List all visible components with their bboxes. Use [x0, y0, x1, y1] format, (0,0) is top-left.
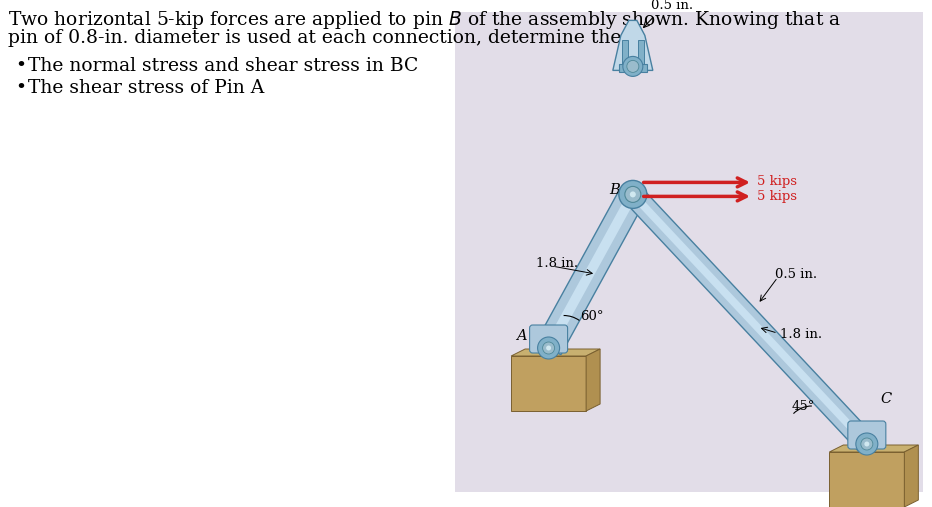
Polygon shape	[511, 349, 600, 356]
Circle shape	[542, 342, 555, 354]
Circle shape	[861, 438, 873, 450]
Circle shape	[864, 442, 870, 447]
Polygon shape	[613, 20, 652, 70]
FancyBboxPatch shape	[529, 325, 568, 353]
Text: •: •	[15, 57, 26, 75]
Circle shape	[546, 345, 551, 350]
Text: 1.8 in.: 1.8 in.	[780, 328, 822, 341]
Circle shape	[623, 56, 643, 77]
Circle shape	[856, 433, 878, 455]
Text: A: A	[516, 329, 528, 343]
Polygon shape	[586, 349, 600, 411]
Text: 0.5 in.: 0.5 in.	[774, 268, 817, 281]
Circle shape	[619, 180, 647, 208]
Bar	[622, 41, 628, 70]
Polygon shape	[829, 452, 904, 507]
Text: 60°: 60°	[581, 309, 604, 322]
Polygon shape	[904, 445, 918, 507]
Polygon shape	[630, 192, 870, 447]
Text: The normal stress and shear stress in BC: The normal stress and shear stress in BC	[28, 57, 418, 75]
Bar	[637, 41, 644, 70]
Polygon shape	[829, 445, 918, 452]
Text: pin of 0.8-in. diameter is used at each connection, determine the: pin of 0.8-in. diameter is used at each …	[8, 29, 622, 47]
Text: The shear stress of Pin A: The shear stress of Pin A	[28, 79, 265, 97]
Text: •: •	[15, 79, 26, 97]
Text: 5 kips: 5 kips	[757, 190, 797, 203]
Polygon shape	[511, 356, 586, 411]
Polygon shape	[624, 187, 875, 452]
Text: C: C	[881, 392, 892, 406]
Text: Two horizontal 5-kip forces are applied to pin $B$ of the assembly shown. Knowin: Two horizontal 5-kip forces are applied …	[8, 9, 841, 31]
Polygon shape	[544, 192, 637, 350]
Circle shape	[630, 192, 636, 197]
Text: 0.5 in.: 0.5 in.	[651, 0, 693, 12]
Text: 5 kips: 5 kips	[757, 175, 797, 188]
FancyBboxPatch shape	[848, 421, 885, 449]
Text: 45°: 45°	[792, 401, 816, 414]
Circle shape	[624, 187, 641, 202]
Text: 1.8 in.: 1.8 in.	[536, 257, 578, 270]
Bar	[619, 64, 647, 73]
Circle shape	[627, 60, 638, 73]
Bar	[455, 12, 923, 492]
Text: B: B	[609, 184, 620, 197]
Polygon shape	[536, 188, 645, 355]
Circle shape	[538, 337, 559, 359]
